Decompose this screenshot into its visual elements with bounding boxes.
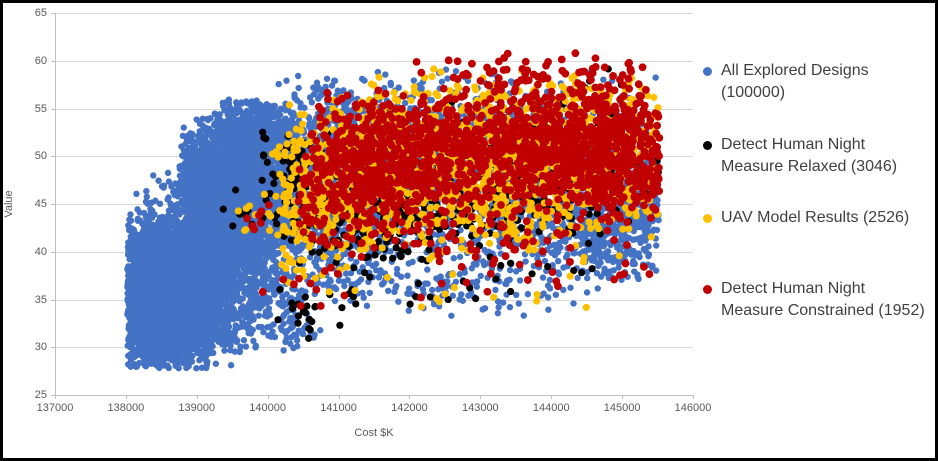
x-axis-title: Cost $K (354, 427, 394, 439)
y-tick-label: 45 (34, 198, 47, 210)
y-tick-label: 50 (34, 150, 47, 163)
x-tick-label: 140000 (249, 402, 287, 414)
x-tick-label: 144000 (532, 402, 570, 414)
x-tick-label: 146000 (674, 402, 712, 414)
y-tick-label: 30 (34, 341, 47, 354)
y-axis-title: Value (3, 190, 15, 218)
legend-item-detect-human-night-relaxed: Detect Human Night Measure Relaxed (3046… (703, 134, 927, 178)
y-tick-label: 55 (34, 102, 47, 115)
y-tick-label: 65 (34, 7, 47, 19)
x-tick-label: 141000 (320, 402, 357, 414)
x-tick-label: 137000 (36, 402, 74, 414)
legend-item-detect-human-night-constrained: Detect Human Night Measure Constrained (… (703, 278, 927, 322)
legend-marker (703, 285, 712, 294)
y-tick-label: 35 (34, 293, 47, 306)
x-tick-label: 145000 (603, 402, 641, 414)
legend-item-uav-model-results: UAV Model Results (2526) (703, 207, 927, 229)
x-tick-label: 143000 (461, 402, 499, 414)
legend-item-all-explored-designs: All Explored Designs (100000) (703, 60, 927, 104)
x-tick-label: 142000 (391, 402, 428, 414)
y-tick-label: 40 (34, 245, 47, 258)
legend-item-label: Detect Human Night Measure Constrained (… (721, 280, 925, 320)
legend-marker (703, 214, 712, 223)
y-tick-label: 25 (34, 389, 47, 401)
x-tick-label: 139000 (178, 402, 216, 414)
legend-item-label: Detect Human Night Measure Relaxed (3046… (721, 136, 898, 176)
y-tick-label: 60 (34, 54, 47, 67)
x-tick-label: 138000 (107, 402, 145, 414)
scatter-plot-canvas (3, 3, 935, 458)
legend-marker (703, 67, 712, 76)
legend-item-label: All Explored Designs (100000) (721, 62, 869, 102)
legend-marker (703, 141, 712, 150)
legend-item-label: UAV Model Results (2526) (721, 209, 910, 226)
